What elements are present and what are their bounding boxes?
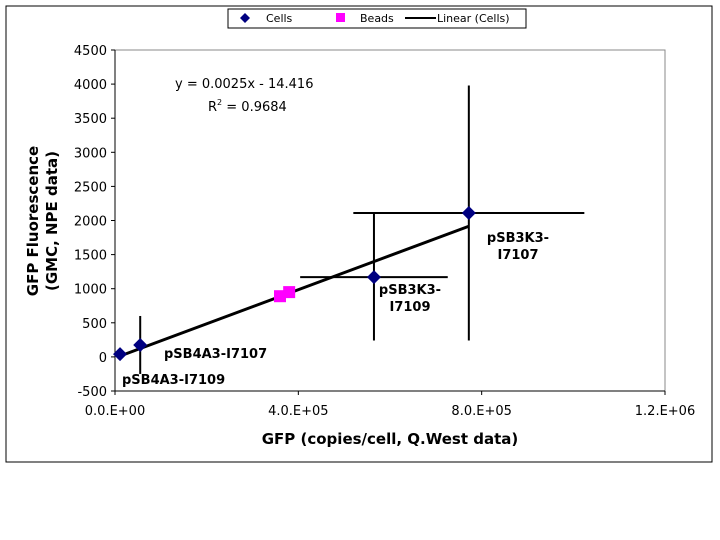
y-tick-label: 2000 (74, 215, 107, 230)
legend-cells: Cells (266, 12, 293, 25)
point-label-box: pSB3K3-I7109 (378, 283, 442, 315)
r-label: R (208, 100, 217, 115)
r-squared: R2 = 0.9684 (208, 98, 287, 115)
point-label: pSB4A3-I7109 (122, 373, 225, 388)
y-tick-label: 4500 (74, 44, 107, 59)
r-sup: 2 (217, 98, 222, 107)
y-tick-label: -500 (77, 385, 107, 400)
legend-beads: Beads (360, 12, 394, 25)
y-axis-label: GFP Fluorescence (GMC, NPE data) (24, 146, 61, 296)
y-tick-label: 1000 (74, 283, 107, 298)
x-tick-label: 4.0.E+05 (268, 404, 328, 419)
legend-box (227, 8, 527, 29)
trendline-equation: y = 0.0025x - 14.416 (175, 77, 313, 92)
y-tick-label: 3500 (74, 112, 107, 127)
cell-point (113, 347, 128, 362)
legend-diamond-icon (240, 13, 250, 23)
bead-point (283, 286, 296, 299)
y-tick-label: 0 (99, 351, 107, 366)
legend-linear: Linear (Cells) (437, 12, 510, 25)
x-tick-label: 8.0.E+05 (451, 404, 511, 419)
point-label: pSB3K3-I7109 (378, 283, 442, 315)
r-value: = 0.9684 (222, 100, 287, 115)
y-axis-label-line1: GFP Fluorescence (24, 146, 42, 296)
y-tick-label: 2500 (74, 180, 107, 195)
y-tick-label: 4000 (74, 78, 107, 93)
cell-point (461, 205, 476, 220)
y-tick-label: 500 (82, 317, 107, 332)
y-tick-label: 3000 (74, 146, 107, 161)
chart-frame (5, 5, 713, 463)
point-label: pSB3K3-I7107 (486, 231, 550, 263)
x-tick-label: 1.2.E+06 (635, 404, 695, 419)
y-tick-label: 1500 (74, 249, 107, 264)
legend-square-icon (336, 13, 345, 22)
point-label: pSB4A3-I7107 (164, 347, 267, 362)
y-axis-label-line2: (GMC, NPE data) (43, 151, 61, 291)
x-axis-label: GFP (copies/cell, Q.West data) (262, 430, 519, 448)
x-tick-label: 0.0.E+00 (85, 404, 145, 419)
cell-point (366, 270, 381, 285)
bead-point (274, 290, 286, 303)
point-label-box: pSB3K3-I7107 (486, 231, 550, 263)
cell-point (133, 337, 148, 352)
legend: Cells Beads Linear (Cells) (227, 8, 527, 29)
